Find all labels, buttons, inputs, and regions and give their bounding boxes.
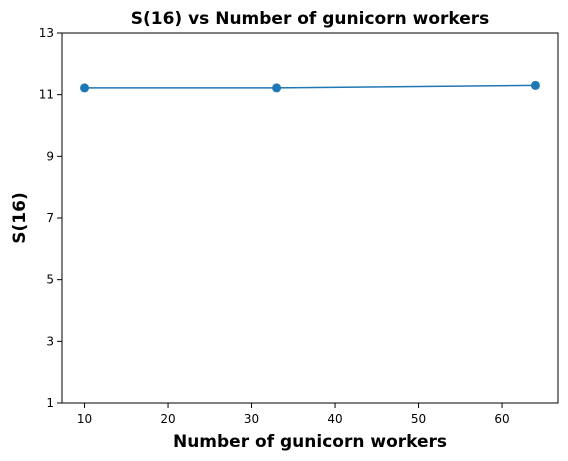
- x-tick-label: 20: [160, 412, 175, 426]
- series-layer: [80, 81, 540, 92]
- x-axis-ticks: 10 20 30 40 50 60: [77, 403, 510, 426]
- x-tick-label: 50: [411, 412, 426, 426]
- x-axis-label: Number of gunicorn workers: [173, 432, 447, 452]
- y-tick-label: 3: [46, 334, 54, 348]
- y-tick-label: 13: [39, 26, 54, 40]
- chart-title: S(16) vs Number of gunicorn workers: [131, 9, 490, 29]
- y-tick-label: 1: [46, 396, 54, 410]
- x-tick-label: 10: [77, 412, 92, 426]
- y-tick-label: 11: [39, 88, 54, 102]
- x-tick-label: 60: [494, 412, 509, 426]
- y-tick-label: 9: [46, 149, 54, 163]
- y-axis-label: S(16): [10, 192, 30, 243]
- data-point: [80, 83, 89, 92]
- y-tick-label: 5: [46, 273, 54, 287]
- data-point: [531, 81, 540, 90]
- data-point: [272, 83, 281, 92]
- series-line: [85, 85, 536, 87]
- y-tick-label: 7: [46, 211, 54, 225]
- x-tick-label: 40: [327, 412, 342, 426]
- x-tick-label: 30: [244, 412, 259, 426]
